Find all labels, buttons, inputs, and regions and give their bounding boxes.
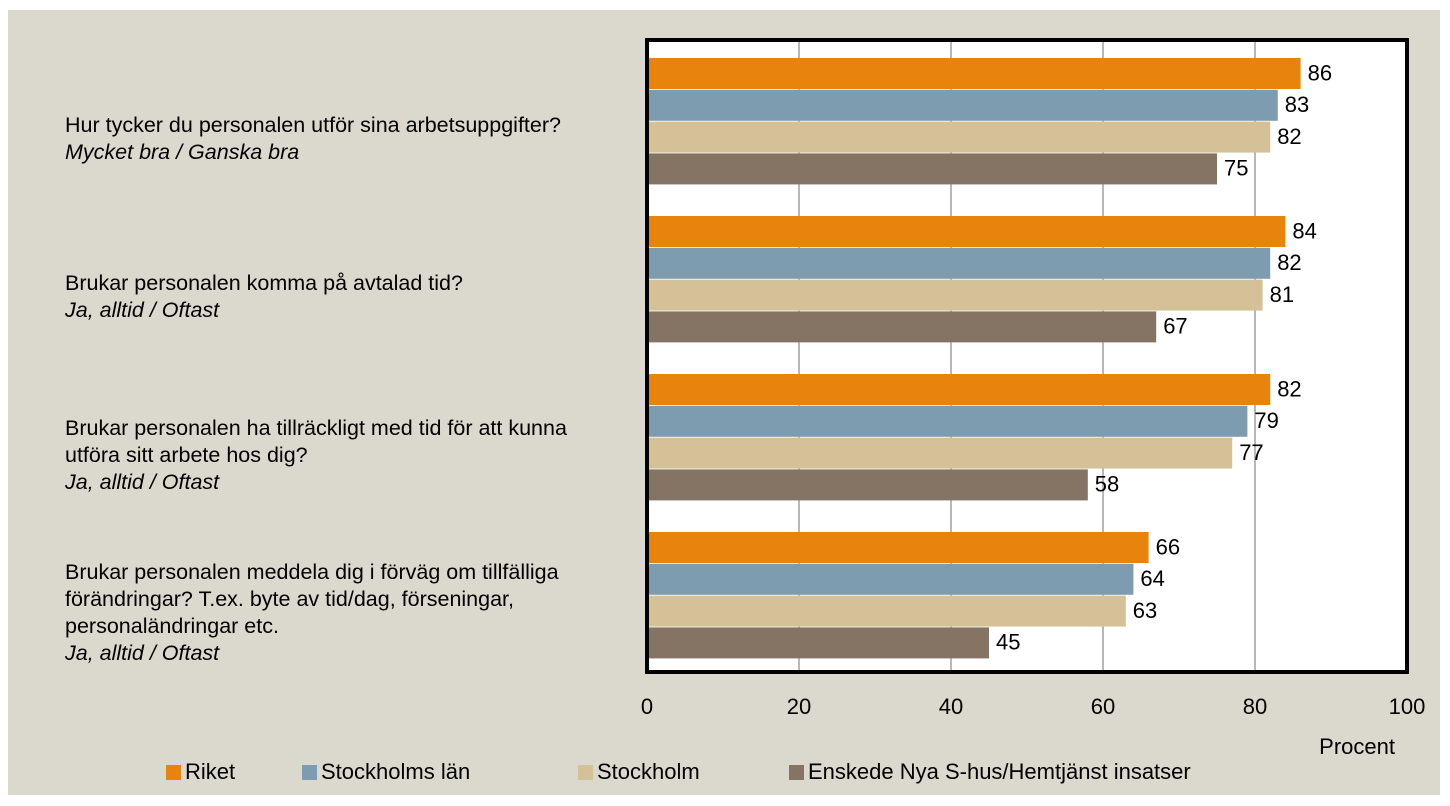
value-label: 63 — [1133, 598, 1157, 623]
category-note: Ja, alltid / Oftast — [65, 469, 220, 494]
legend-label: Enskede Nya S-hus/Hemtjänst insatser — [808, 759, 1191, 784]
x-tick-label: 40 — [939, 694, 963, 719]
value-label: 82 — [1277, 376, 1301, 401]
value-label: 66 — [1156, 534, 1180, 559]
category-label: Brukar personalen ha tillräckligt med ti… — [65, 376, 610, 534]
value-label: 79 — [1254, 408, 1278, 433]
bar — [647, 532, 1149, 563]
legend-swatch — [789, 765, 804, 780]
value-label: 45 — [996, 630, 1020, 655]
bar — [647, 121, 1271, 153]
x-axis-label: Procent — [1319, 734, 1395, 759]
value-label: 64 — [1140, 566, 1164, 591]
category-note: Ja, alltid / Oftast — [65, 298, 220, 322]
category-text: Brukar personalen komma på avtalad tid? — [65, 271, 463, 295]
value-label: 77 — [1239, 440, 1263, 465]
bar — [647, 216, 1286, 247]
x-tick-label: 100 — [1389, 694, 1426, 719]
category-text: Hur tycker du personalen utför sina arbe… — [65, 113, 561, 137]
bar — [647, 153, 1217, 185]
value-label: 81 — [1270, 282, 1294, 307]
x-tick-label: 80 — [1243, 694, 1267, 719]
legend-label: Riket — [185, 759, 235, 784]
bar — [647, 469, 1088, 501]
bar — [647, 405, 1248, 437]
bar — [647, 58, 1301, 89]
bar — [647, 279, 1263, 311]
bar — [647, 563, 1134, 595]
value-label: 84 — [1292, 218, 1316, 243]
legend-label: Stockholms län — [321, 759, 470, 784]
category-note: Mycket bra / Ganska bra — [65, 140, 300, 164]
category-label: Hur tycker du personalen utför sina arbe… — [65, 60, 610, 218]
bar — [647, 627, 989, 659]
value-label: 82 — [1277, 124, 1301, 149]
x-tick-label: 60 — [1091, 694, 1115, 719]
bar — [647, 437, 1233, 469]
value-label: 86 — [1308, 60, 1332, 85]
category-label: Brukar personalen meddela dig i förväg o… — [65, 534, 610, 692]
category-note: Ja, alltid / Oftast — [65, 641, 220, 665]
bar — [647, 595, 1126, 627]
bar — [647, 89, 1278, 121]
plot-border — [645, 38, 1409, 674]
value-label: 58 — [1095, 472, 1119, 497]
bar — [647, 311, 1157, 343]
value-label: 67 — [1163, 314, 1187, 339]
x-tick-label: 20 — [787, 694, 811, 719]
legend-swatch — [166, 765, 181, 780]
x-tick-label: 0 — [641, 694, 653, 719]
bar — [647, 247, 1271, 279]
bar — [647, 374, 1271, 405]
category-label: Brukar personalen komma på avtalad tid? J… — [65, 218, 610, 376]
value-label: 82 — [1277, 250, 1301, 275]
category-text: Brukar personalen meddela dig i förväg o… — [65, 560, 559, 638]
value-label: 75 — [1224, 156, 1248, 181]
legend-swatch — [578, 765, 593, 780]
legend-label: Stockholm — [597, 759, 700, 784]
category-text: Brukar personalen ha tillräckligt med ti… — [65, 415, 567, 467]
legend-swatch — [302, 765, 317, 780]
value-label: 83 — [1285, 92, 1309, 117]
